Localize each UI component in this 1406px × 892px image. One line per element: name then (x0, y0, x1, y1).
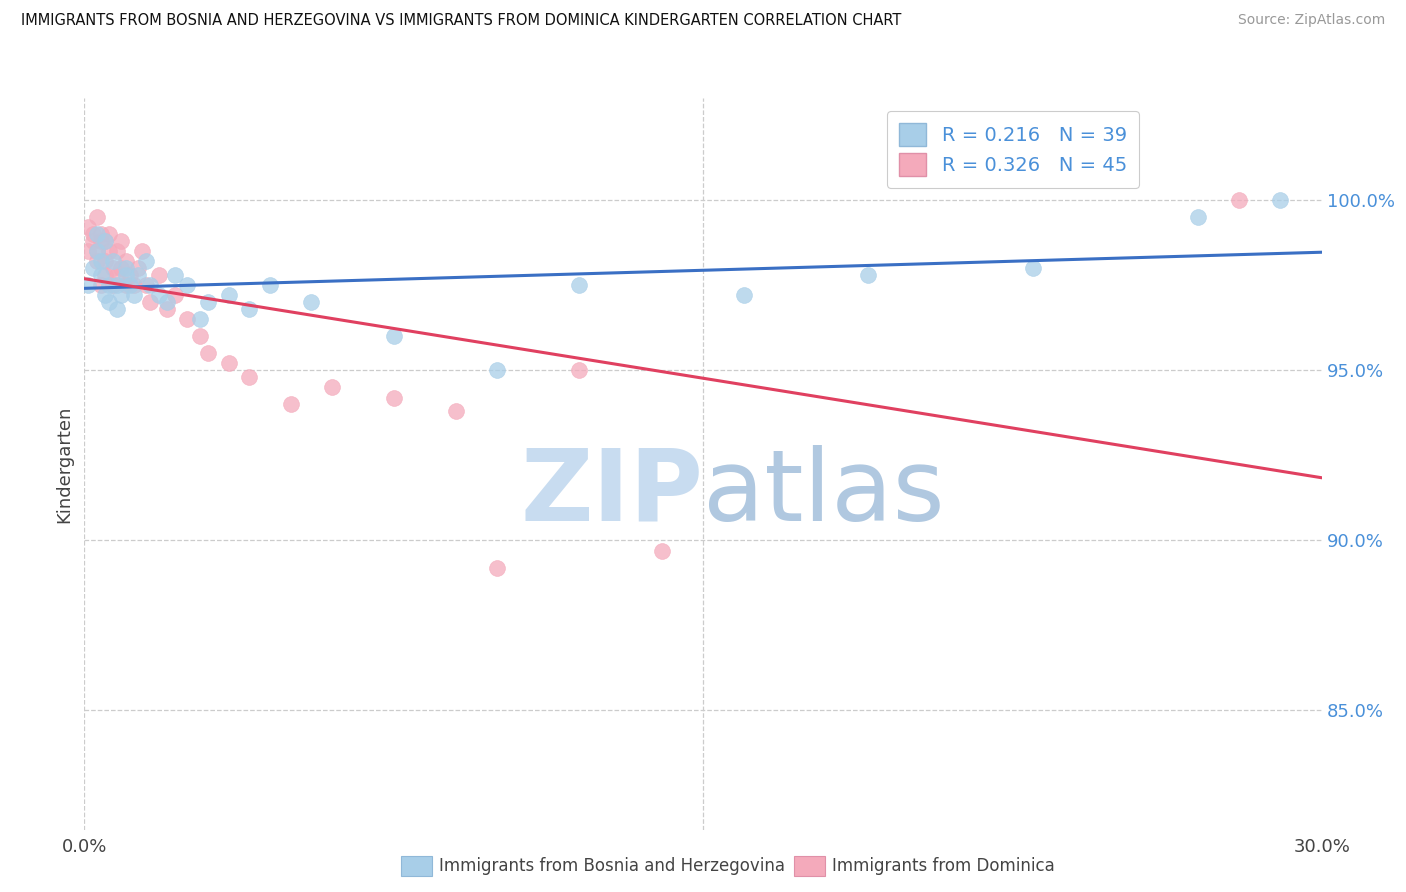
Point (127, 268, 149, 282)
Point (856, 268, 879, 282)
Point (103, 278, 125, 293)
Point (94, 234, 117, 248)
Point (90, 234, 112, 248)
Point (86, 244, 108, 259)
Point (98, 295, 121, 310)
Point (165, 268, 187, 282)
Text: Immigrants from Bosnia and Herzegovina: Immigrants from Bosnia and Herzegovina (439, 857, 785, 875)
Point (238, 370, 260, 384)
Point (86, 254, 108, 268)
Point (1187, 210, 1209, 224)
Point (485, 560, 508, 574)
Point (77, 244, 100, 259)
Point (114, 254, 136, 268)
Y-axis label: Kindergarten: Kindergarten (55, 405, 73, 523)
Point (86, 227, 108, 242)
Point (98, 227, 121, 242)
Point (77, 278, 100, 293)
Point (122, 288, 145, 302)
Point (280, 397, 302, 411)
Point (105, 278, 128, 293)
Point (127, 261, 149, 276)
Point (382, 391, 405, 405)
Point (110, 234, 132, 248)
Point (299, 295, 322, 310)
Point (176, 312, 198, 326)
Point (188, 329, 211, 343)
Point (156, 301, 179, 316)
Point (94, 234, 117, 248)
Text: Source: ZipAtlas.com: Source: ZipAtlas.com (1237, 13, 1385, 28)
Point (148, 268, 170, 282)
Point (110, 288, 132, 302)
Point (197, 295, 219, 310)
Point (135, 278, 157, 293)
Point (98, 278, 121, 293)
Point (118, 278, 141, 293)
Point (114, 278, 136, 293)
Point (1227, 193, 1250, 207)
Point (485, 363, 508, 377)
Legend: R = 0.216   N = 39, R = 0.326   N = 45: R = 0.216 N = 39, R = 0.326 N = 45 (887, 112, 1139, 187)
Point (90, 268, 112, 282)
Point (114, 261, 136, 276)
Point (103, 261, 125, 276)
Point (82, 261, 104, 276)
Point (444, 404, 467, 418)
Point (94, 268, 117, 282)
Point (139, 278, 162, 293)
Point (568, 363, 591, 377)
Point (110, 261, 132, 276)
Point (105, 268, 128, 282)
Point (188, 312, 211, 326)
Point (105, 244, 128, 259)
Text: IMMIGRANTS FROM BOSNIA AND HERZEGOVINA VS IMMIGRANTS FROM DOMINICA KINDERGARTEN : IMMIGRANTS FROM BOSNIA AND HERZEGOVINA V… (21, 13, 901, 29)
Point (259, 278, 281, 293)
Point (651, 543, 673, 558)
Point (122, 278, 145, 293)
Point (148, 288, 170, 302)
Text: Immigrants from Dominica: Immigrants from Dominica (832, 857, 1054, 875)
Point (90, 278, 112, 293)
Point (568, 278, 591, 293)
Point (118, 268, 141, 282)
Point (105, 301, 128, 316)
Point (197, 346, 219, 360)
Point (165, 288, 187, 302)
Point (218, 288, 240, 302)
Point (94, 288, 117, 302)
Point (82, 227, 104, 242)
Point (77, 220, 100, 235)
Point (86, 244, 108, 259)
Point (90, 227, 112, 242)
Point (733, 288, 755, 302)
Point (131, 244, 153, 259)
Text: atlas: atlas (703, 444, 945, 541)
Point (321, 380, 343, 394)
Point (135, 254, 157, 268)
Point (1270, 193, 1292, 207)
Point (238, 301, 260, 316)
Point (114, 268, 136, 282)
Text: ZIP: ZIP (520, 444, 703, 541)
Point (86, 210, 108, 224)
Point (82, 234, 104, 248)
Point (176, 278, 198, 293)
Point (156, 295, 179, 310)
Point (1022, 261, 1045, 276)
Point (90, 254, 112, 268)
Point (382, 329, 405, 343)
Point (139, 295, 162, 310)
Point (98, 244, 121, 259)
Point (103, 254, 125, 268)
Point (94, 254, 117, 268)
Point (218, 356, 240, 370)
